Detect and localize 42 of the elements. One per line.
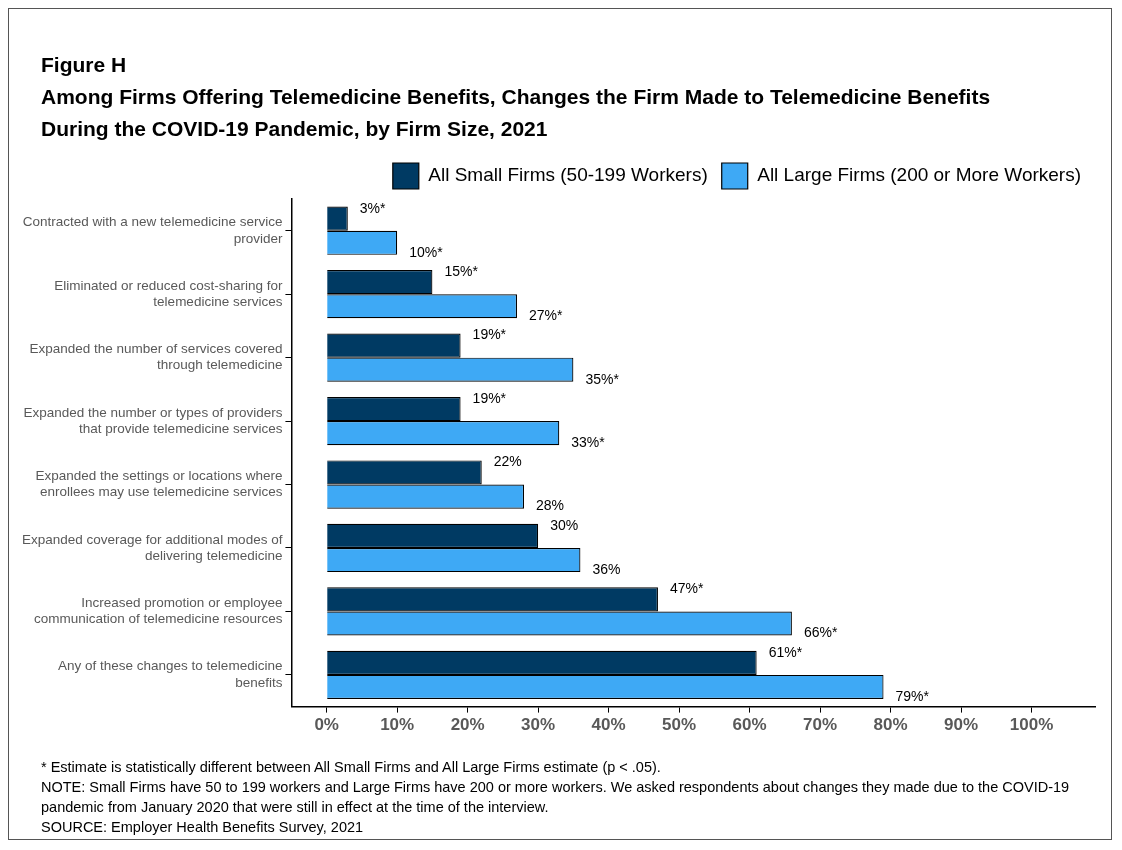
- data-label: 3%*: [359, 199, 387, 216]
- x-tick-label: 90%: [944, 715, 979, 735]
- legend-label: All Large Firms (200 or More Workers): [757, 164, 1081, 186]
- data-label: 30%: [550, 516, 579, 533]
- y-tick-label: Any of these changes to telemedicine benefits: [58, 658, 283, 690]
- data-label: 22%: [493, 453, 522, 470]
- legend-label: All Small Firms (50-199 Workers): [428, 164, 708, 186]
- text: Figure H: [41, 52, 128, 78]
- data-label: 27%*: [528, 307, 564, 324]
- x-tick-label: 100%: [1009, 715, 1054, 735]
- data-label: 66%*: [803, 624, 838, 641]
- y-tick-label: Expanded the settings or locations where enrollees may use telemedicine services: [35, 468, 283, 500]
- x-tick-label: 50%: [662, 715, 697, 735]
- data-label: 10%*: [409, 243, 444, 260]
- source-note: SOURCE: Employer Health Benefits Survey, 2021: [41, 818, 365, 837]
- y-tick-label: Contracted with a new telemedicine service provider: [22, 214, 283, 246]
- text: * Estimate is statistically different between All Small Firms and All Large Firms estimate (p < .05).: [41, 758, 662, 777]
- data-label: 33%*: [571, 433, 606, 450]
- x-tick-label: 0%: [314, 715, 339, 735]
- x-tick-label: 30%: [521, 715, 556, 735]
- x-tick-label: 70%: [803, 715, 838, 735]
- y-tick-label: Expanded the number of services covered through telemedicine: [29, 341, 283, 373]
- x-tick-label: 20%: [450, 715, 485, 735]
- data-label: 15%*: [444, 262, 479, 279]
- y-tick-label: Eliminated or reduced cost-sharing for telemedicine services: [54, 277, 283, 309]
- data-label: 36%: [592, 560, 621, 577]
- y-tick-label: Expanded coverage for additional modes of delivering telemedicine: [21, 531, 283, 563]
- data-label: 79%*: [895, 687, 930, 704]
- x-tick-label: 40%: [591, 715, 626, 735]
- x-tick-label: 60%: [732, 715, 767, 735]
- data-label: 28%: [536, 497, 565, 514]
- y-tick-label: Expanded the number or types of providers that provide telemedicine services: [23, 404, 283, 436]
- x-tick-label: 80%: [873, 715, 908, 735]
- chart-subtitle: Among Firms Offering Telemedicine Benefits, Changes the Firm Made to Telemedicine Benefits During the COVID-19 Pandemic, by Firm Size, 2021: [41, 84, 992, 142]
- data-label: 35%*: [585, 370, 620, 387]
- y-tick-label: Increased promotion or employee communication of telemedicine resources: [34, 595, 283, 627]
- data-label: 47%*: [669, 580, 704, 597]
- data-label: 19%*: [472, 326, 507, 343]
- x-tick-label: 10%: [380, 715, 415, 735]
- data-label: 61%*: [768, 643, 803, 660]
- data-label: 19%*: [472, 389, 507, 406]
- text: NOTE: Small Firms have 50 to 199 workers and Large Firms have 200 or more workers. We asked respondents about changes they made due to the COVID-19 pandemic from January 2020 that were still in effect at the time of the interview.: [41, 778, 1071, 817]
